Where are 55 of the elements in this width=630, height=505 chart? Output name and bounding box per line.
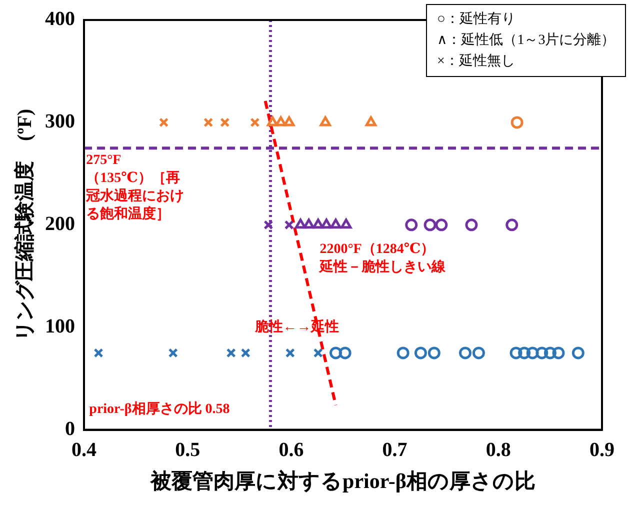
annotation: ∧：延性低（1～3片に分離） (437, 32, 616, 50)
point (266, 116, 278, 126)
point (428, 346, 440, 360)
y-tick-label: 400 (45, 8, 75, 30)
annotation: 275°F（135℃）［再冠水過程における飽和温度］ (86, 152, 186, 224)
point (572, 346, 584, 360)
point (313, 348, 323, 358)
point (544, 346, 556, 360)
point (240, 348, 250, 358)
point (330, 346, 342, 360)
point (320, 218, 332, 229)
point (330, 218, 342, 229)
point (396, 346, 410, 360)
point (204, 118, 214, 128)
point (365, 116, 377, 126)
y-tick-label: 100 (45, 316, 75, 338)
point (518, 346, 531, 360)
point (338, 346, 352, 360)
x-tick-label: 0.7 (382, 438, 408, 461)
point (220, 118, 230, 128)
x-tick-label: 0.4 (72, 438, 96, 461)
x-axis-title: 被覆管肉厚に対するprior-β相の厚さの比 (150, 468, 536, 493)
point (303, 218, 314, 229)
x-tick-label: 0.5 (175, 438, 200, 461)
point (459, 346, 472, 360)
y-tick-label: 0 (65, 418, 75, 440)
point (168, 348, 178, 358)
point (536, 346, 548, 360)
point (510, 346, 522, 360)
point (472, 346, 485, 360)
x-tick-label: 0.6 (278, 438, 304, 461)
annotation: ○：延性有り (437, 10, 516, 29)
point (526, 346, 539, 360)
point (284, 116, 295, 126)
y-tick-label: 200 (45, 213, 75, 236)
point (250, 118, 260, 128)
point (552, 346, 565, 360)
point (285, 348, 295, 358)
point (158, 118, 169, 128)
x-tick-label: 0.9 (590, 438, 614, 461)
point (340, 218, 352, 229)
y-axis-title: リング圧縮試験温度 (ºF) (13, 108, 36, 341)
point (414, 346, 427, 360)
point (94, 348, 104, 358)
y-tick-label: 300 (45, 110, 75, 133)
annotation: prior-β相厚さの比 0.58 (89, 401, 231, 420)
point (510, 116, 524, 129)
x-tick-label: 0.8 (486, 438, 511, 461)
point (312, 218, 324, 229)
point (226, 348, 236, 358)
point (275, 116, 286, 126)
point (320, 116, 331, 126)
annotation: ×：延性無し (437, 52, 516, 71)
annotation: 2200°F（1284℃）延性－脆性しきい線 (320, 241, 447, 278)
point (294, 218, 306, 229)
